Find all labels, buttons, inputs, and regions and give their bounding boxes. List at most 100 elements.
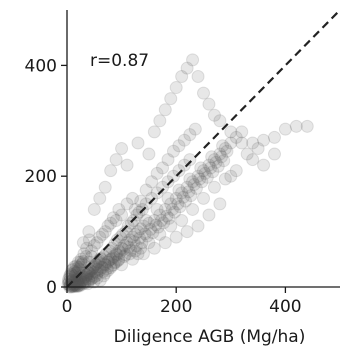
data-point (218, 142, 232, 155)
data-point (71, 264, 85, 278)
data-point (104, 216, 118, 230)
data-point (83, 264, 97, 278)
data-point (118, 248, 132, 262)
data-point (112, 202, 126, 216)
data-point (82, 225, 96, 239)
data-point (278, 122, 292, 136)
data-point (109, 255, 123, 269)
data-point (79, 270, 93, 284)
data-point (73, 271, 87, 285)
data-point (71, 261, 85, 275)
data-point (131, 225, 145, 239)
data-point (71, 255, 85, 269)
data-point (186, 202, 200, 216)
data-point (246, 153, 260, 167)
data-point (128, 227, 142, 241)
data-point (147, 241, 161, 255)
data-point (146, 226, 160, 240)
data-point (160, 209, 174, 223)
data-point (133, 231, 147, 245)
data-point (182, 185, 196, 199)
data-point (126, 230, 140, 244)
data-point (120, 197, 134, 211)
data-point (172, 139, 186, 153)
data-point (67, 260, 81, 274)
data-point (180, 61, 194, 75)
data-point (64, 267, 78, 281)
data-point (69, 259, 83, 273)
data-point (76, 276, 90, 290)
data-point (116, 242, 130, 256)
data-point (161, 191, 175, 205)
data-point (75, 257, 89, 271)
data-point (172, 183, 186, 197)
data-point (115, 142, 129, 155)
data-point (124, 243, 138, 257)
data-point (70, 279, 84, 293)
y-tick-label: 0 (46, 278, 57, 298)
data-point (202, 158, 216, 172)
data-point (93, 230, 107, 244)
data-point (68, 275, 82, 289)
data-point (202, 208, 216, 222)
data-point (95, 261, 109, 275)
data-point (135, 236, 149, 250)
data-point (79, 250, 93, 264)
data-point (120, 158, 134, 172)
data-point (217, 154, 231, 168)
data-point (154, 214, 168, 228)
data-point (126, 252, 140, 266)
data-point (175, 186, 189, 200)
data-point (70, 266, 84, 280)
data-point (134, 222, 148, 236)
data-point (82, 233, 96, 247)
data-point (164, 197, 178, 211)
data-point (104, 252, 118, 266)
data-point (104, 164, 118, 178)
data-point (240, 147, 254, 161)
data-point (197, 86, 210, 100)
data-point (89, 268, 103, 282)
data-point (76, 255, 90, 269)
data-point (114, 230, 128, 244)
data-point (153, 227, 167, 241)
data-point (88, 265, 102, 279)
data-point (197, 164, 210, 178)
data-point (191, 169, 205, 183)
data-point (147, 214, 161, 228)
data-point (85, 269, 99, 283)
data-point (151, 220, 165, 234)
data-point (131, 247, 145, 261)
data-point (215, 150, 229, 164)
x-tick-label: 400 (269, 297, 301, 317)
data-point (187, 178, 201, 192)
data-point (147, 125, 161, 139)
y-tick-label: 400 (25, 56, 57, 76)
data-point (104, 259, 118, 273)
data-point (177, 133, 191, 147)
data-point (90, 271, 104, 285)
data-point (76, 236, 90, 250)
data-point (77, 271, 91, 285)
data-point (188, 122, 202, 136)
data-point (91, 262, 105, 276)
data-point (197, 191, 210, 205)
data-point (289, 119, 303, 133)
data-point (119, 225, 133, 239)
data-point (74, 252, 88, 266)
data-point (149, 218, 163, 232)
data-point (229, 130, 243, 144)
data-point (180, 225, 194, 239)
data-point (128, 244, 142, 258)
data-point (98, 258, 112, 272)
data-point (235, 136, 249, 150)
data-point (80, 268, 94, 282)
data-point (75, 269, 89, 283)
data-point (73, 279, 87, 293)
data-point (106, 250, 120, 264)
data-point (115, 258, 129, 272)
data-point (104, 261, 118, 275)
data-point (257, 158, 271, 172)
data-point (134, 194, 148, 208)
data-point (165, 202, 179, 216)
